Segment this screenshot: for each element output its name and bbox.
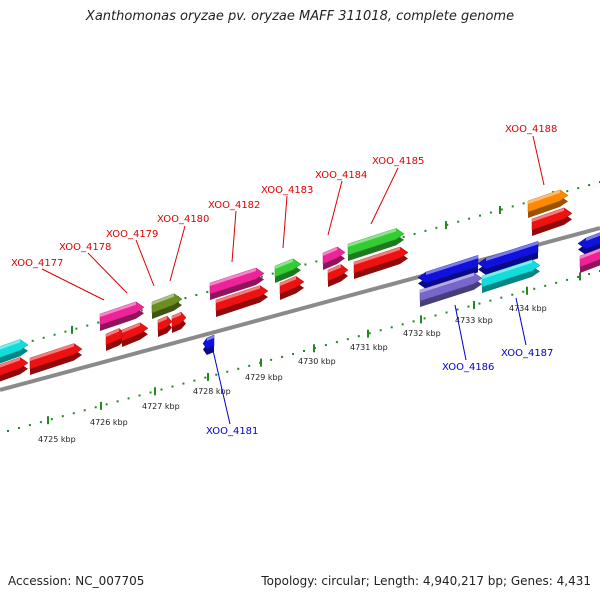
- gene-xoo-4176b: [0, 357, 29, 382]
- gene-xoo-4188b: [531, 207, 573, 236]
- gene-xoo-4180: [151, 293, 183, 319]
- label-leader-line: [282, 195, 288, 249]
- label-leader-line: [454, 304, 467, 361]
- gene-xoo-4180c: [171, 311, 187, 333]
- label-leader-line: [327, 180, 343, 236]
- gene-label[interactable]: XOO_4177: [11, 258, 63, 269]
- kbp-tick-label: 4729 kbp: [245, 373, 283, 382]
- gene-label[interactable]: XOO_4185: [372, 156, 424, 167]
- gene-xoo-4187: [477, 240, 539, 275]
- gene-xoo-4176: [0, 339, 29, 364]
- accession-text: Accession: NC_007705: [8, 574, 145, 588]
- label-leader-line: [87, 252, 128, 294]
- kbp-tick-label: 4725 kbp: [38, 435, 76, 444]
- lower-ruler: [7, 270, 600, 432]
- gene-xoo-4188: [527, 189, 569, 218]
- label-leader-line: [41, 268, 105, 301]
- gene-label[interactable]: XOO_4181: [206, 426, 258, 437]
- gene-label[interactable]: XOO_4186: [442, 362, 494, 373]
- topology-summary: Topology: circular; Length: 4,940,217 bp…: [261, 574, 591, 588]
- gene-xoo-4180b: [157, 315, 173, 337]
- gene-xoo-4184b: [327, 264, 349, 287]
- gene-xoo-4184: [322, 246, 346, 270]
- gene-label[interactable]: XOO_4184: [315, 170, 367, 181]
- gene-label[interactable]: XOO_4182: [208, 200, 260, 211]
- gene-xoo-4186: [417, 254, 479, 289]
- gene-xoo-4185: [347, 228, 405, 261]
- gene-xoo-4182b: [215, 285, 269, 317]
- gene-layer: [0, 189, 600, 382]
- gene-label[interactable]: XOO_4178: [59, 242, 111, 253]
- kbp-tick-label: 4728 kbp: [193, 387, 231, 396]
- label-leader-line: [169, 225, 186, 282]
- gene-xoo-4186b: [419, 272, 483, 307]
- gene-label[interactable]: XOO_4187: [501, 348, 553, 359]
- kbp-tick-label: 4732 kbp: [403, 329, 441, 338]
- genome-title: Xanthomonas oryzae pv. oryzae MAFF 31101…: [85, 9, 515, 24]
- gene-xoo-4187b: [481, 259, 541, 293]
- label-leader-line: [370, 167, 399, 225]
- gene-xoo-4178b: [105, 328, 127, 351]
- kbp-tick-label: 4733 kbp: [455, 316, 493, 325]
- label-layer: 4725 kbp 4726 kbp 4727 kbp 4728 kbp 4729 kbp…: [11, 124, 557, 444]
- gene-label[interactable]: XOO_4188: [505, 124, 557, 135]
- gene-xoo-4177: [29, 343, 83, 375]
- gene-xoo-4181: [202, 334, 215, 355]
- kbp-tick-label: 4730 kbp: [298, 357, 336, 366]
- kbp-tick-label: 4734 kbp: [509, 304, 547, 313]
- gene-xoo-4185b: [353, 246, 409, 279]
- kbp-tick-label: 4731 kbp: [350, 343, 388, 352]
- gene-xoo-4179: [121, 322, 149, 347]
- label-leader-line: [515, 297, 527, 346]
- gene-label[interactable]: XOO_4179: [106, 229, 158, 240]
- label-leader-line: [211, 345, 231, 425]
- kbp-tick-label: 4727 kbp: [142, 402, 180, 411]
- label-leader-line: [231, 210, 237, 263]
- gene-xoo-4183: [274, 258, 302, 283]
- gene-xoo-4183b: [279, 276, 305, 300]
- gene-label[interactable]: XOO_4183: [261, 185, 313, 196]
- label-leader-line: [532, 135, 545, 186]
- gene-xoo-4178: [99, 301, 145, 331]
- label-leader-line: [135, 239, 155, 287]
- gene-edge-right-b: [579, 248, 600, 273]
- kbp-tick-label: 4726 kbp: [90, 418, 128, 427]
- gene-xoo-4182: [209, 267, 265, 300]
- gene-label[interactable]: XOO_4180: [157, 214, 209, 225]
